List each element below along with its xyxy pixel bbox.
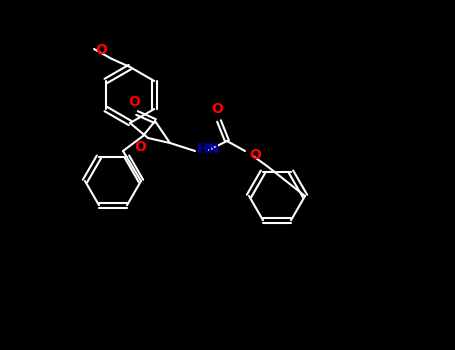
Text: O: O [249, 148, 261, 162]
Text: O: O [95, 43, 107, 57]
Text: O: O [128, 95, 140, 109]
Text: HN: HN [197, 142, 220, 156]
Text: O: O [211, 102, 223, 116]
Text: O: O [134, 140, 146, 154]
